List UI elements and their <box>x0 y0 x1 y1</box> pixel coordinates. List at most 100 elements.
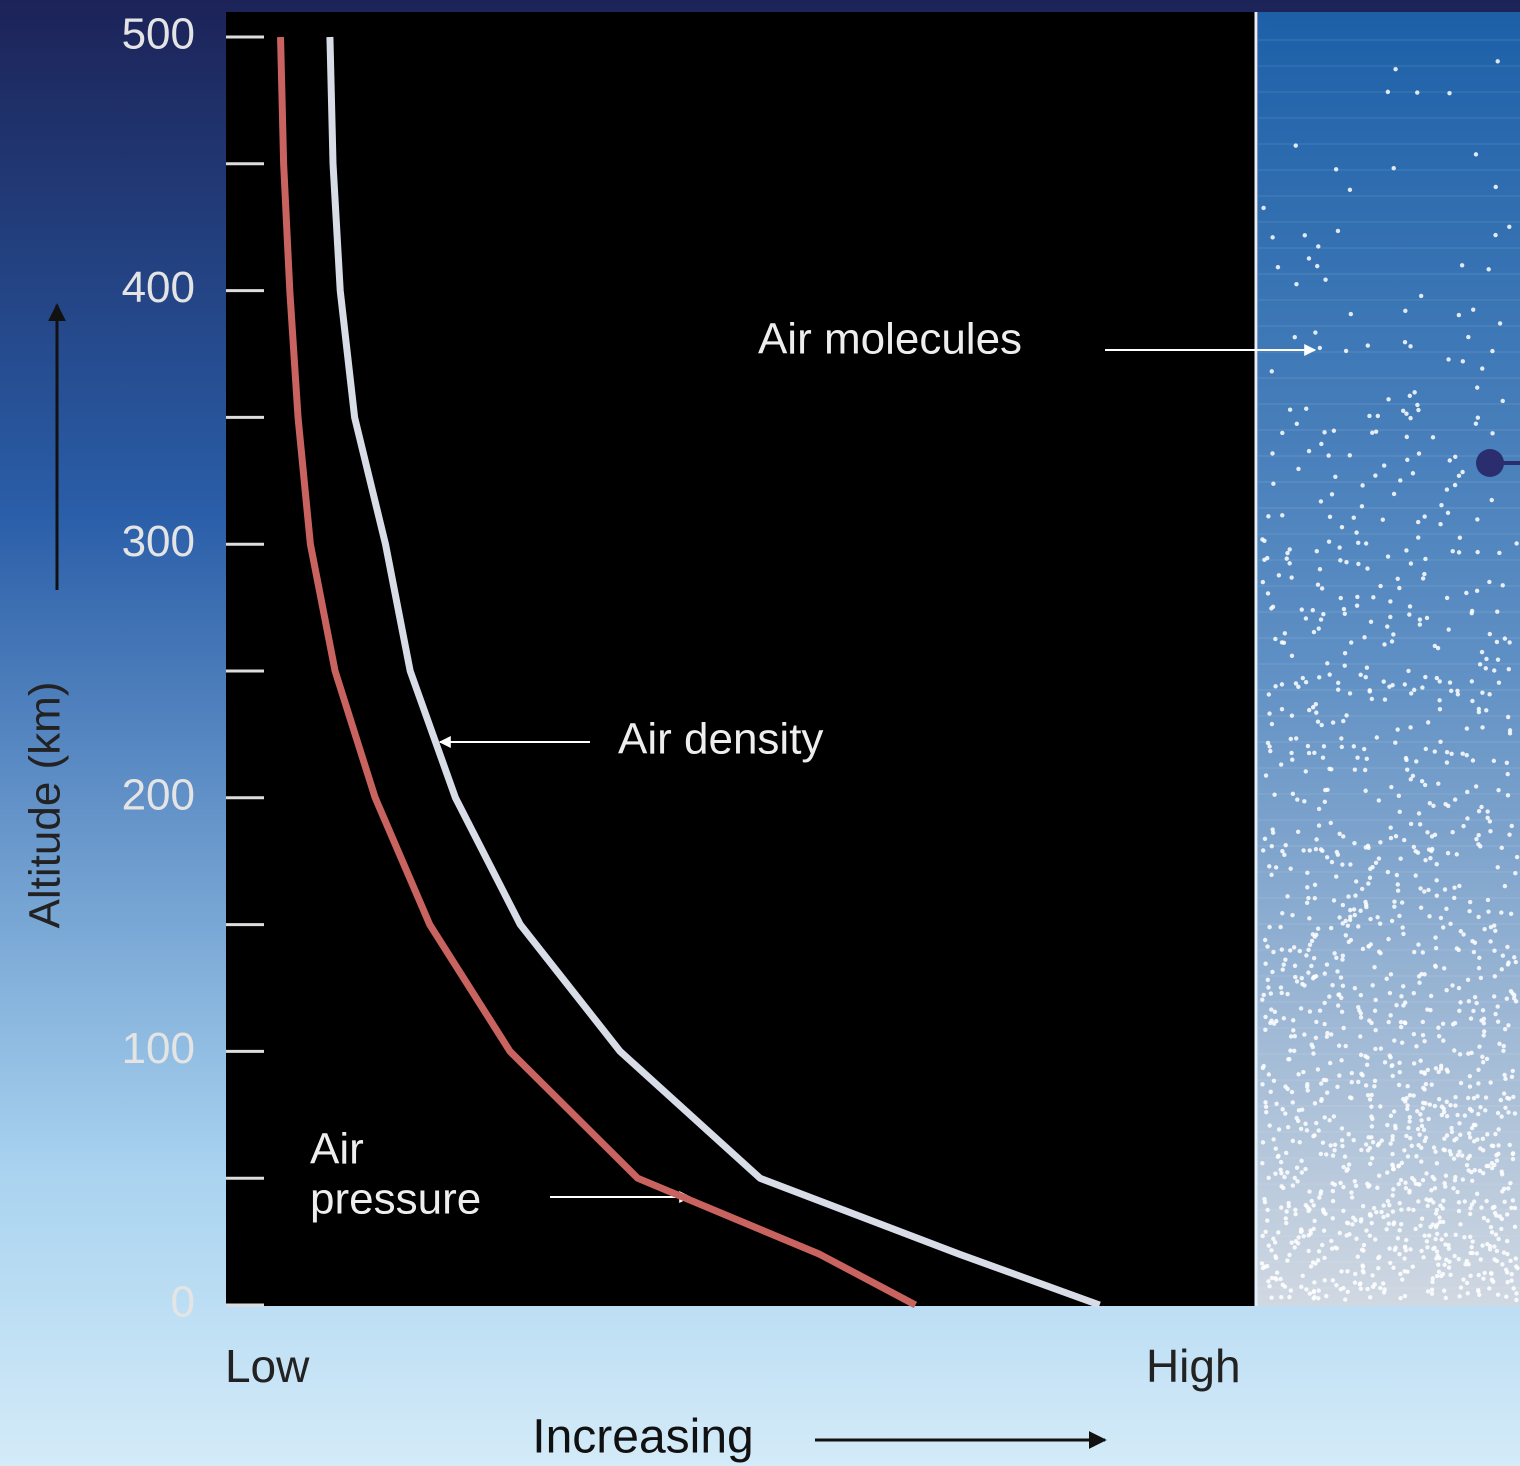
molecule <box>1331 1199 1335 1203</box>
molecule <box>1353 1280 1357 1284</box>
molecule <box>1284 1221 1288 1225</box>
molecule <box>1414 1154 1418 1158</box>
molecule <box>1434 965 1438 969</box>
molecule <box>1506 1023 1510 1027</box>
molecule <box>1474 837 1478 841</box>
molecule <box>1499 910 1503 914</box>
molecule <box>1480 1055 1484 1059</box>
molecule <box>1291 1183 1295 1187</box>
molecule <box>1364 1228 1368 1232</box>
molecule <box>1512 1286 1516 1290</box>
molecule <box>1301 1274 1305 1278</box>
molecule <box>1338 558 1342 562</box>
molecule <box>1377 1141 1381 1145</box>
molecule <box>1312 1280 1316 1284</box>
molecule <box>1507 833 1511 837</box>
molecule <box>1512 955 1516 959</box>
molecule <box>1313 330 1317 334</box>
molecule <box>1354 879 1358 883</box>
molecule <box>1368 1097 1372 1101</box>
molecule <box>1341 1286 1345 1290</box>
molecule <box>1386 90 1390 94</box>
molecule <box>1267 692 1271 696</box>
molecule <box>1392 1038 1396 1042</box>
molecule <box>1299 1006 1303 1010</box>
molecule <box>1274 865 1278 869</box>
molecule <box>1425 616 1429 620</box>
molecule <box>1343 1154 1347 1158</box>
molecule <box>1490 498 1494 502</box>
molecule <box>1289 737 1293 741</box>
molecule <box>1359 1015 1363 1019</box>
molecule <box>1280 1107 1284 1111</box>
molecule <box>1312 630 1316 634</box>
molecule <box>1482 1216 1486 1220</box>
molecule <box>1492 668 1496 672</box>
molecule <box>1327 539 1331 543</box>
molecule <box>1509 912 1513 916</box>
molecule <box>1382 642 1386 646</box>
molecule <box>1396 577 1400 581</box>
molecule <box>1494 1232 1498 1236</box>
molecule <box>1502 1200 1506 1204</box>
molecule <box>1467 1131 1471 1135</box>
molecule <box>1343 651 1347 655</box>
molecule <box>1399 994 1403 998</box>
molecule <box>1414 759 1418 763</box>
molecule <box>1386 1199 1390 1203</box>
pressure-label: Air <box>310 1125 364 1174</box>
molecule <box>1509 989 1513 993</box>
molecule <box>1451 1186 1455 1190</box>
molecule <box>1407 612 1411 616</box>
molecule <box>1508 1143 1512 1147</box>
molecule <box>1506 1186 1510 1190</box>
molecule <box>1415 1109 1419 1113</box>
molecule <box>1412 991 1416 995</box>
molecule <box>1438 679 1442 683</box>
molecule <box>1445 596 1449 600</box>
molecule <box>1295 1179 1299 1183</box>
molecule <box>1312 1227 1316 1231</box>
molecule <box>1267 1243 1271 1247</box>
molecule <box>1283 1084 1287 1088</box>
molecule <box>1437 1034 1441 1038</box>
molecule <box>1460 751 1464 755</box>
molecule <box>1488 632 1492 636</box>
molecule <box>1505 997 1509 1001</box>
molecule <box>1373 1237 1377 1241</box>
molecule <box>1265 1208 1269 1212</box>
molecule <box>1339 996 1343 1000</box>
molecule <box>1417 974 1421 978</box>
molecule <box>1415 403 1419 407</box>
molecule <box>1500 1169 1504 1173</box>
chart: Altitude (km) Increasing Air molecules A… <box>0 0 1520 1466</box>
molecule <box>1340 1126 1344 1130</box>
molecule <box>1341 903 1345 907</box>
molecule <box>1335 1246 1339 1250</box>
molecule <box>1496 865 1500 869</box>
molecule <box>1347 1162 1351 1166</box>
molecule <box>1325 1090 1329 1094</box>
molecule <box>1488 829 1492 833</box>
molecule <box>1478 844 1482 848</box>
molecule <box>1306 896 1310 900</box>
molecule <box>1481 1276 1485 1280</box>
molecules-label: Air molecules <box>758 315 1022 364</box>
molecule <box>1353 913 1357 917</box>
molecule <box>1435 893 1439 897</box>
molecule <box>1330 860 1334 864</box>
molecule <box>1306 1233 1310 1237</box>
molecule <box>1300 982 1304 986</box>
molecule <box>1403 340 1407 344</box>
molecule <box>1340 745 1344 749</box>
molecule <box>1269 991 1273 995</box>
molecule <box>1485 1057 1489 1061</box>
molecule <box>1337 1073 1341 1077</box>
molecule <box>1465 726 1469 730</box>
molecule <box>1296 1119 1300 1123</box>
molecule <box>1276 1154 1280 1158</box>
molecule <box>1378 951 1382 955</box>
molecule <box>1279 1295 1283 1299</box>
molecule <box>1493 1211 1497 1215</box>
molecule <box>1458 536 1462 540</box>
